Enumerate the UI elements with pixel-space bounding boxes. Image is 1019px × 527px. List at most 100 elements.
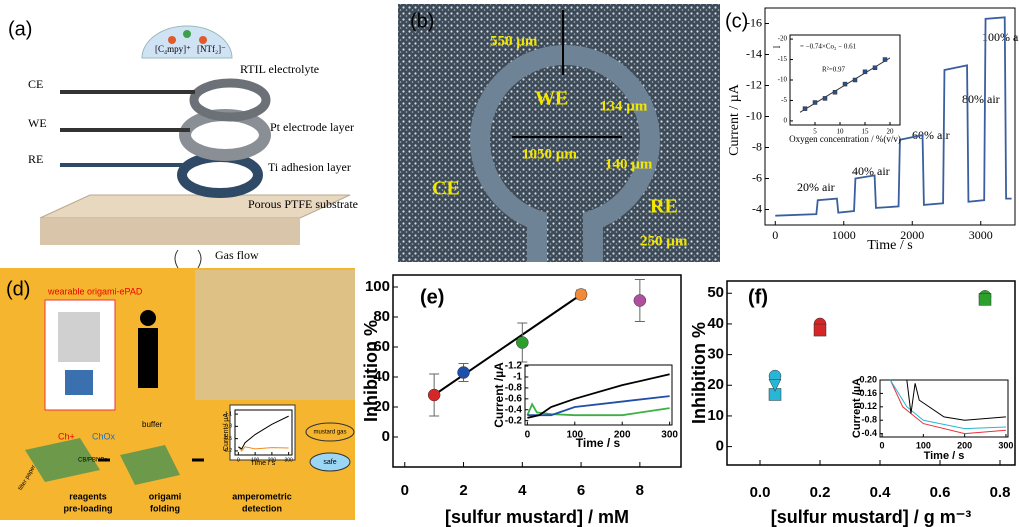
y-tick-label: -5 — [781, 96, 787, 104]
annotation: 20% air — [797, 180, 835, 194]
step: reagents — [69, 491, 107, 501]
substrate-side — [40, 218, 300, 245]
x-tick-label: 0.8 — [990, 484, 1011, 501]
outcome: mustard gas — [313, 430, 346, 436]
y-axis-label: I — [772, 46, 782, 49]
x-axis-label: Oxygen concentration / %(v/v) — [789, 134, 901, 144]
x-tick-label: 300 — [284, 457, 293, 463]
marker — [823, 96, 827, 100]
marker — [803, 107, 807, 111]
y-axis-label: Inhibition % — [689, 322, 709, 424]
y-tick-label: -1.2 — [505, 361, 523, 372]
marker — [458, 367, 470, 379]
reagent: CB/PBNPs — [78, 458, 107, 464]
panel-label: (f) — [748, 286, 768, 308]
y-tick-label: -0.2 — [505, 415, 523, 426]
x-tick-label: 0 — [401, 482, 409, 499]
y-axis-label: Current / µA — [223, 413, 230, 451]
y-axis-label: Current /µA — [851, 378, 863, 438]
x-tick-label: 200 — [957, 440, 972, 450]
step: folding — [150, 503, 180, 513]
y-tick-label: -4 — [752, 201, 762, 215]
micro-label: 250 µm — [640, 233, 688, 249]
y-tick-label: -0.8 — [861, 415, 877, 425]
x-tick-label: 100 — [916, 440, 931, 450]
y-tick-label: 30 — [707, 346, 724, 363]
micro-label: CE — [432, 178, 460, 200]
x-tick-label: 0.2 — [810, 484, 831, 501]
y-tick-label: 100 — [365, 278, 390, 295]
y-tick-label: 0 — [784, 117, 788, 125]
y-tick-label: -1 — [513, 372, 522, 383]
outcome: safe — [323, 459, 336, 466]
reagent: Ch+ — [58, 431, 75, 441]
y-axis-label: Current /µA — [492, 362, 506, 428]
x-tick-label: 300 — [661, 430, 678, 441]
x-tick-label: 4 — [518, 482, 527, 499]
device — [58, 312, 100, 362]
micro-label: 134 µm — [600, 98, 648, 114]
y-tick-label: -6 — [752, 170, 762, 184]
marker — [575, 289, 587, 301]
panel-label: (a) — [8, 18, 32, 40]
y-tick-label: -8 — [752, 139, 762, 153]
y-tick-label: -0.4 — [861, 428, 877, 438]
x-tick-label: 0.4 — [870, 484, 892, 501]
person-head — [140, 310, 156, 326]
y-tick-label: -0.6 — [505, 393, 523, 404]
y-tick-label: 10 — [707, 407, 724, 424]
y-tick-label: 0 — [382, 428, 390, 445]
y-tick-label: -0.4 — [505, 404, 523, 415]
marker — [883, 58, 887, 62]
marker — [634, 295, 646, 307]
reagent: ChOx — [92, 431, 116, 441]
y-axis-label: Inhibition % — [361, 320, 381, 422]
micro-label: RE — [650, 196, 678, 218]
device-label: wearable origami-ePAD — [47, 286, 143, 296]
person-body — [138, 328, 158, 388]
x-tick-label: 8 — [636, 482, 644, 499]
ti-ring — [182, 157, 258, 193]
y-tick-label: 20 — [707, 376, 724, 393]
ion — [199, 36, 207, 44]
y-tick-label: -0.8 — [505, 383, 523, 394]
x-axis-label: Time / s — [251, 460, 276, 467]
marker — [863, 70, 867, 74]
x-tick-label: 6 — [577, 482, 585, 499]
micro-label: WE — [535, 88, 568, 110]
marker — [979, 293, 991, 305]
panel-a: (a) [C₄mpy]⁺ [NTf₂]⁻ RTIL electrolyte CE… — [8, 18, 358, 268]
electrolyte-label: RTIL electrolyte — [240, 62, 319, 76]
x-axis-label: [sulfur mustard] / mM — [445, 507, 629, 527]
gas-flow: Gas flow — [215, 248, 259, 262]
layer-label: Pt electrode layer — [270, 120, 354, 134]
x-tick-label: 0 — [880, 440, 885, 450]
panel-label: (d) — [6, 278, 30, 300]
y-tick-label: -14 — [746, 46, 762, 60]
step: detection — [242, 503, 282, 513]
marker — [428, 389, 440, 401]
panel-b: (b) — [398, 4, 720, 262]
marker — [843, 82, 847, 86]
marker — [853, 78, 857, 82]
micro-label: 550 µm — [490, 33, 538, 49]
marker — [833, 90, 837, 94]
panel-label: (b) — [410, 10, 434, 32]
device-strip — [65, 370, 93, 395]
y-tick-label: -15 — [778, 55, 788, 63]
marker — [813, 101, 817, 105]
electrode-label: WE — [28, 116, 47, 130]
gas-arrows — [175, 250, 201, 268]
anion: [NTf₂]⁻ — [197, 44, 226, 54]
y-axis-label: Current / µA — [727, 83, 742, 156]
panel-label: (e) — [420, 286, 444, 308]
x-axis-label: Time / s — [576, 436, 621, 450]
marker — [873, 66, 877, 70]
photo — [195, 270, 355, 400]
y-tick-label: -12 — [746, 77, 762, 91]
step: pre-loading — [64, 503, 113, 513]
ion — [183, 30, 191, 38]
panel-d: (d) wearable origami-ePAD Ch+ ChOx CB/PB… — [0, 268, 355, 520]
marker — [814, 324, 826, 336]
marker — [516, 337, 528, 349]
